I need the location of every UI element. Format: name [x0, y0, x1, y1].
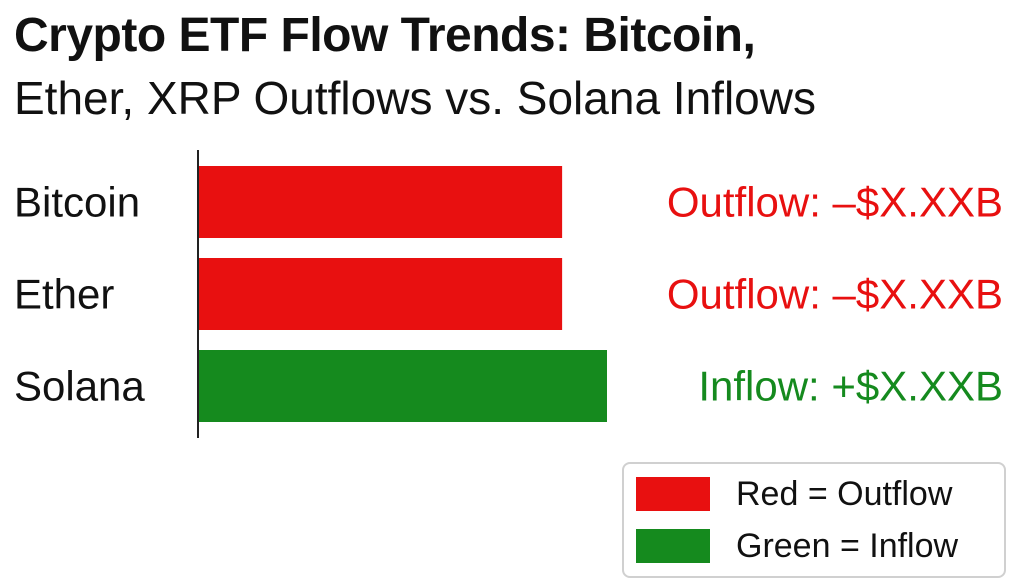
data-label-solana: Inflow: +$X.XXB [698, 363, 1003, 410]
bar-bitcoin [199, 166, 563, 238]
data-label-bitcoin: Outflow: –$X.XXB [667, 179, 1003, 226]
category-label-ether: Ether [14, 271, 114, 318]
chart-subtitle: Ether, XRP Outflows vs. Solana Inflows [14, 72, 816, 124]
legend-swatch-outflow [636, 477, 710, 511]
legend-swatch-inflow [636, 529, 710, 563]
legend-item-inflow: Green = Inflow [636, 526, 958, 566]
category-label-bitcoin: Bitcoin [14, 179, 140, 226]
data-label-ether: Outflow: –$X.XXB [667, 271, 1003, 318]
category-label-solana: Solana [14, 363, 145, 410]
legend-label-inflow: Green = Inflow [736, 526, 959, 565]
chart-title: Crypto ETF Flow Trends: Bitcoin, [14, 9, 756, 62]
bar-solana [199, 350, 607, 422]
legend: Red = Outflow Green = Inflow [622, 462, 1006, 578]
legend-item-outflow: Red = Outflow [636, 474, 952, 514]
legend-label-outflow: Red = Outflow [736, 474, 953, 513]
bar-ether [199, 258, 563, 330]
